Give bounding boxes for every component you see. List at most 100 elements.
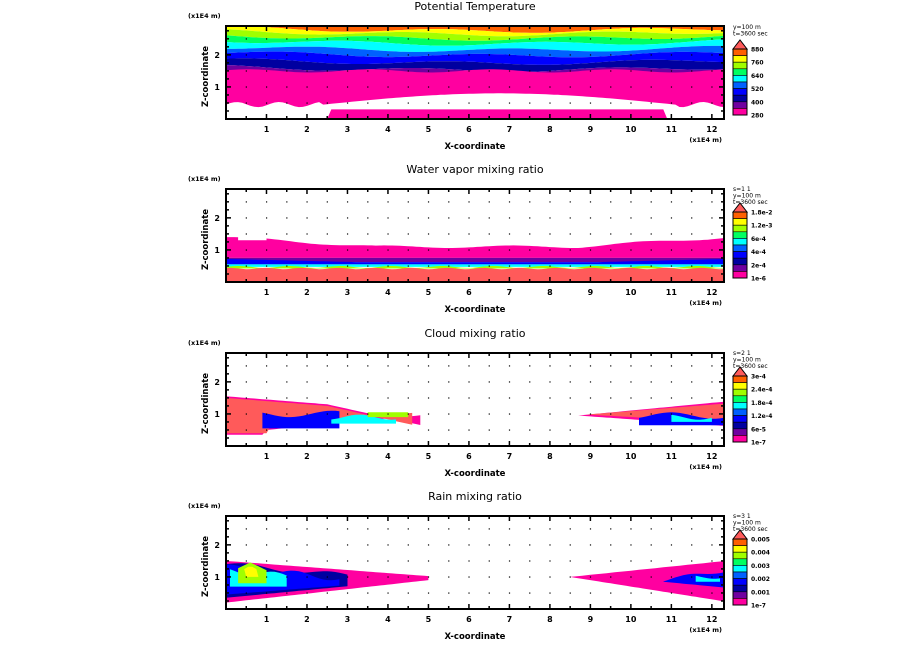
grid-dot (346, 265, 349, 267)
grid-dot (346, 54, 349, 56)
grid-dot (306, 413, 308, 415)
y-tick-label: 1 (214, 83, 220, 92)
theta-band-5 (226, 45, 724, 58)
grid-dot (650, 70, 652, 72)
grid-dot (448, 54, 450, 56)
grid-dot (529, 38, 531, 40)
grid-dot (286, 397, 288, 399)
grid-dot (488, 365, 490, 367)
grid-dot (529, 381, 531, 383)
grid-dot (711, 102, 713, 104)
x-tick-label: 4 (385, 288, 391, 297)
colorbar-label: 640 (751, 73, 764, 80)
x-tick-label: 2 (304, 615, 310, 624)
grid-dot (650, 102, 652, 104)
grid-dot (326, 413, 328, 415)
grid-dot (367, 233, 369, 235)
x-tick-label: 11 (666, 452, 678, 461)
grid-dot (488, 86, 490, 88)
grid-dot (387, 201, 389, 203)
grid-dot (549, 528, 551, 530)
grid-dot (286, 233, 288, 235)
grid-dot (488, 38, 490, 40)
grid-dot (630, 265, 632, 267)
colorbar-swatch (732, 88, 748, 96)
colorbar-swatch (732, 231, 748, 239)
grid-dot (711, 86, 713, 88)
grid-dot (508, 592, 511, 594)
grid-dot (549, 397, 551, 399)
grid-dot (589, 413, 592, 415)
grid-dot (265, 592, 268, 594)
grid-dot (346, 365, 349, 367)
x-tick-label: 2 (304, 125, 310, 134)
grid-dot (508, 397, 511, 399)
grid-dot (286, 70, 288, 72)
grid-dot (650, 576, 652, 578)
grid-dot (569, 38, 571, 40)
grid-dot (610, 429, 612, 431)
grid-dot (529, 528, 531, 530)
grid-dot (529, 201, 531, 203)
colorbar-swatch (732, 55, 748, 63)
grid-dot (549, 102, 551, 104)
colorbar-swatch (732, 395, 748, 403)
grid-dot (488, 265, 490, 267)
grid-dot (549, 413, 551, 415)
grid-dot (387, 429, 389, 431)
grid-dot (448, 217, 450, 219)
x-tick-label: 7 (507, 288, 513, 297)
x-unit-label: (x1E4 m) (689, 136, 722, 144)
grid-dot (306, 365, 308, 367)
grid-dot (670, 413, 673, 415)
grid-dot (610, 201, 612, 203)
grid-dot (427, 217, 430, 219)
grid-dot (549, 592, 551, 594)
grid-dot (245, 249, 247, 251)
grid-dot (367, 528, 369, 530)
grid-dot (650, 413, 652, 415)
x-tick-label: 4 (385, 452, 391, 461)
colorbar-frame (732, 211, 748, 279)
grid-dot (711, 201, 713, 203)
colorbar-swatch (732, 75, 748, 83)
colorbar-frame (732, 48, 748, 116)
grid-dot (630, 576, 632, 578)
colorbar-label: 4e-4 (751, 249, 766, 256)
grid-dot (569, 265, 571, 267)
grid-dot (488, 249, 490, 251)
grid-dot (711, 38, 713, 40)
panel-title: Potential Temperature (414, 0, 536, 13)
grid-dot (245, 54, 247, 56)
y-tick-label: 1 (214, 246, 220, 255)
grid-dot (650, 381, 652, 383)
colorbar-info: y=100 m (733, 357, 761, 364)
x-unit-label: (x1E4 m) (689, 299, 722, 307)
grid-dot (488, 576, 490, 578)
grid-dot (245, 38, 247, 40)
colorbar-label: 2.4e-4 (751, 387, 772, 394)
grid-dot (711, 576, 713, 578)
grid-dot (367, 429, 369, 431)
grid-dot (407, 528, 409, 530)
grid-dot (569, 86, 571, 88)
colorbar-swatch (732, 238, 748, 246)
qv-band-blue (226, 258, 724, 265)
grid-dot (407, 70, 409, 72)
colorbar-info: y=100 m (733, 24, 761, 31)
grid-dot (468, 102, 470, 104)
grid-dot (569, 70, 571, 72)
grid-dot (306, 70, 308, 72)
grid-dot (326, 265, 328, 267)
x-tick-label: 11 (666, 125, 678, 134)
grid-dot (569, 201, 571, 203)
grid-dot (508, 54, 511, 56)
grid-dot (367, 413, 369, 415)
grid-dot (265, 54, 268, 56)
colorbar-swatch (732, 421, 748, 430)
y-axis-label: Z-coordinate (201, 209, 211, 270)
colorbar-swatch (732, 545, 748, 553)
grid-dot (346, 576, 349, 578)
grid-dot (407, 38, 409, 40)
grid-dot (427, 381, 430, 383)
